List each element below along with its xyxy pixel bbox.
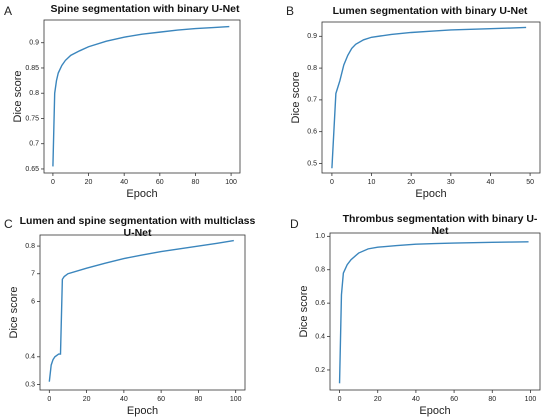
x-tick-label: 80 (192, 179, 200, 186)
x-tick-label: 20 (374, 396, 382, 403)
x-tick-label: 100 (230, 396, 242, 403)
x-tick-label: 0 (338, 396, 342, 403)
plot-frame (43, 19, 241, 174)
panel-label: B (286, 4, 294, 18)
chart-title: Lumen and spine segmentation with multic… (19, 215, 256, 239)
plot-frame (39, 234, 246, 391)
chart-title: Thrombus segmentation with binary U-Net (342, 213, 538, 237)
y-tick-label: 0.85 (25, 65, 39, 72)
y-tick-label: 0.8 (29, 90, 39, 97)
x-tick-label: 40 (412, 396, 420, 403)
data-line (338, 241, 529, 384)
x-tick-label: 50 (526, 179, 534, 186)
data-line (52, 25, 230, 167)
y-tick-label: 0.7 (29, 141, 39, 148)
x-tick-label: 0 (47, 396, 51, 403)
y-tick-label: 0.9 (29, 40, 39, 47)
y-tick-label: 6 (31, 298, 35, 305)
y-axis-label: Dice score (8, 287, 20, 339)
x-tick-label: 10 (368, 179, 376, 186)
panel-label: D (290, 217, 299, 231)
x-axis-label: Epoch (126, 188, 157, 200)
x-axis-label: Epoch (419, 405, 450, 417)
x-tick-label: 40 (487, 179, 495, 186)
y-axis-label: Dice score (12, 71, 24, 123)
x-tick-label: 30 (447, 179, 455, 186)
x-tick-label: 20 (85, 179, 93, 186)
y-tick-label: 1.0 (315, 233, 325, 240)
y-tick-label: 0.8 (25, 243, 35, 250)
y-tick-label: 0.8 (315, 267, 325, 274)
plot-frame (321, 21, 541, 174)
y-tick-label: 0.4 (315, 333, 325, 340)
y-tick-label: 0.5 (307, 160, 317, 167)
y-axis-label: Dice score (298, 286, 310, 338)
y-tick-label: 0.9 (307, 33, 317, 40)
panel-label: A (4, 4, 12, 18)
x-tick-label: 80 (195, 396, 203, 403)
y-tick-label: 0.6 (307, 129, 317, 136)
x-tick-label: 100 (225, 179, 237, 186)
x-tick-label: 100 (525, 396, 537, 403)
y-tick-label: 0.65 (25, 166, 39, 173)
x-tick-label: 60 (157, 396, 165, 403)
x-tick-label: 60 (450, 396, 458, 403)
chart-title: Lumen segmentation with binary U-Net (332, 5, 528, 17)
x-tick-label: 20 (407, 179, 415, 186)
y-axis-label: Dice score (290, 72, 302, 124)
y-tick-label: 0.75 (25, 115, 39, 122)
y-tick-label: 0.8 (307, 65, 317, 72)
data-line (48, 239, 234, 382)
y-tick-label: 0.3 (25, 381, 35, 388)
panel-label: C (4, 217, 13, 231)
data-line (331, 26, 527, 169)
y-tick-label: 0.7 (307, 97, 317, 104)
x-tick-label: 40 (120, 396, 128, 403)
plot-frame (329, 232, 541, 391)
y-tick-label: 0.4 (25, 354, 35, 361)
chart-title: Spine segmentation with binary U-Net (50, 3, 240, 15)
x-tick-label: 20 (83, 396, 91, 403)
x-tick-label: 0 (330, 179, 334, 186)
y-tick-label: 0.2 (315, 367, 325, 374)
x-axis-label: Epoch (415, 188, 446, 200)
y-tick-label: 7 (31, 271, 35, 278)
x-tick-label: 60 (156, 179, 164, 186)
x-tick-label: 40 (120, 179, 128, 186)
x-tick-label: 0 (51, 179, 55, 186)
y-tick-label: 0.6 (315, 300, 325, 307)
x-tick-label: 80 (488, 396, 496, 403)
x-axis-label: Epoch (127, 405, 158, 417)
